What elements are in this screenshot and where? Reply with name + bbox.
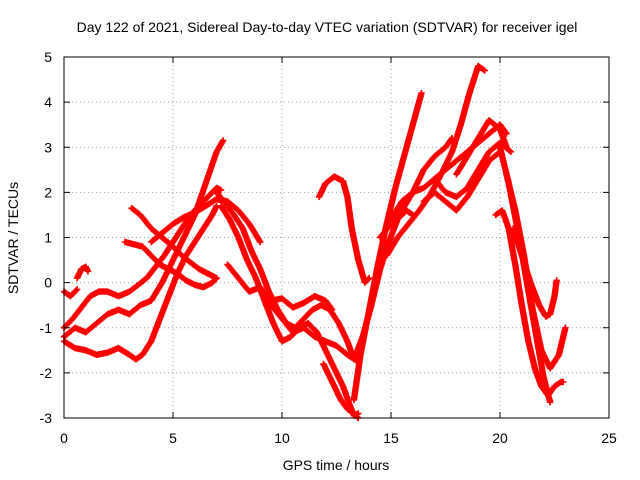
- series-track-e: [73, 263, 92, 282]
- data-point-markers: [73, 263, 92, 282]
- series-track-l: [267, 293, 336, 313]
- series-track-v: [453, 117, 510, 178]
- chart-title: Day 122 of 2021, Sidereal Day-to-day VTE…: [77, 19, 578, 35]
- data-point-markers: [453, 117, 510, 178]
- y-tick-labels: -3 -2 -1 0 1 2 3 4 5: [40, 49, 53, 426]
- y-tick-label: 5: [44, 49, 52, 65]
- series-track-n: [320, 360, 362, 422]
- series-track-z: [509, 225, 560, 320]
- series-track-r: [383, 62, 488, 259]
- series-track-k: [217, 202, 362, 419]
- data-point-markers: [224, 261, 362, 365]
- data-point-markers: [315, 173, 373, 286]
- x-tick-label: 10: [274, 430, 290, 446]
- x-axis-label: GPS time / hours: [283, 457, 390, 473]
- y-tick-label: -1: [40, 320, 53, 336]
- series-track-u: [431, 139, 515, 201]
- series-track-t: [420, 148, 504, 214]
- y-tick-label: 4: [44, 94, 52, 110]
- x-tick-label: 20: [492, 430, 508, 446]
- y-tick-label: -3: [40, 410, 53, 426]
- y-tick-label: 3: [44, 139, 52, 155]
- series-track-j: [224, 261, 362, 365]
- data-point-markers: [509, 225, 560, 320]
- x-tick-label: 25: [601, 430, 617, 446]
- series-track-b: [60, 137, 227, 340]
- data-point-markers: [320, 360, 362, 422]
- data-points: [60, 62, 569, 422]
- data-point-markers: [217, 202, 362, 419]
- series-track-g: [121, 238, 220, 291]
- x-tick-label: 5: [169, 430, 177, 446]
- x-tick-label: 15: [383, 430, 399, 446]
- data-point-markers: [121, 238, 220, 291]
- y-axis-label: SDTVAR / TECUs: [5, 182, 21, 294]
- data-point-markers: [431, 139, 515, 201]
- data-point-markers: [383, 62, 488, 259]
- data-point-markers: [148, 195, 264, 246]
- x-tick-labels: 0 5 10 15 20 25: [60, 430, 617, 446]
- data-point-markers: [267, 293, 336, 313]
- y-tick-label: -2: [40, 365, 53, 381]
- y-tick-label: 2: [44, 184, 52, 200]
- axis-ticks: [63, 56, 610, 419]
- y-tick-label: 0: [44, 275, 52, 291]
- series-track-m: [315, 173, 373, 286]
- y-tick-label: 1: [44, 230, 52, 246]
- data-point-markers: [420, 148, 504, 214]
- series-track-h: [148, 195, 264, 246]
- data-point-markers: [60, 137, 227, 340]
- grid-lines: [64, 57, 609, 418]
- x-tick-label: 0: [60, 430, 68, 446]
